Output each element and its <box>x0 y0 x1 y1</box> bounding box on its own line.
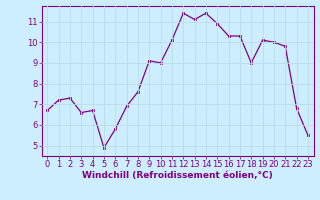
X-axis label: Windchill (Refroidissement éolien,°C): Windchill (Refroidissement éolien,°C) <box>82 171 273 180</box>
